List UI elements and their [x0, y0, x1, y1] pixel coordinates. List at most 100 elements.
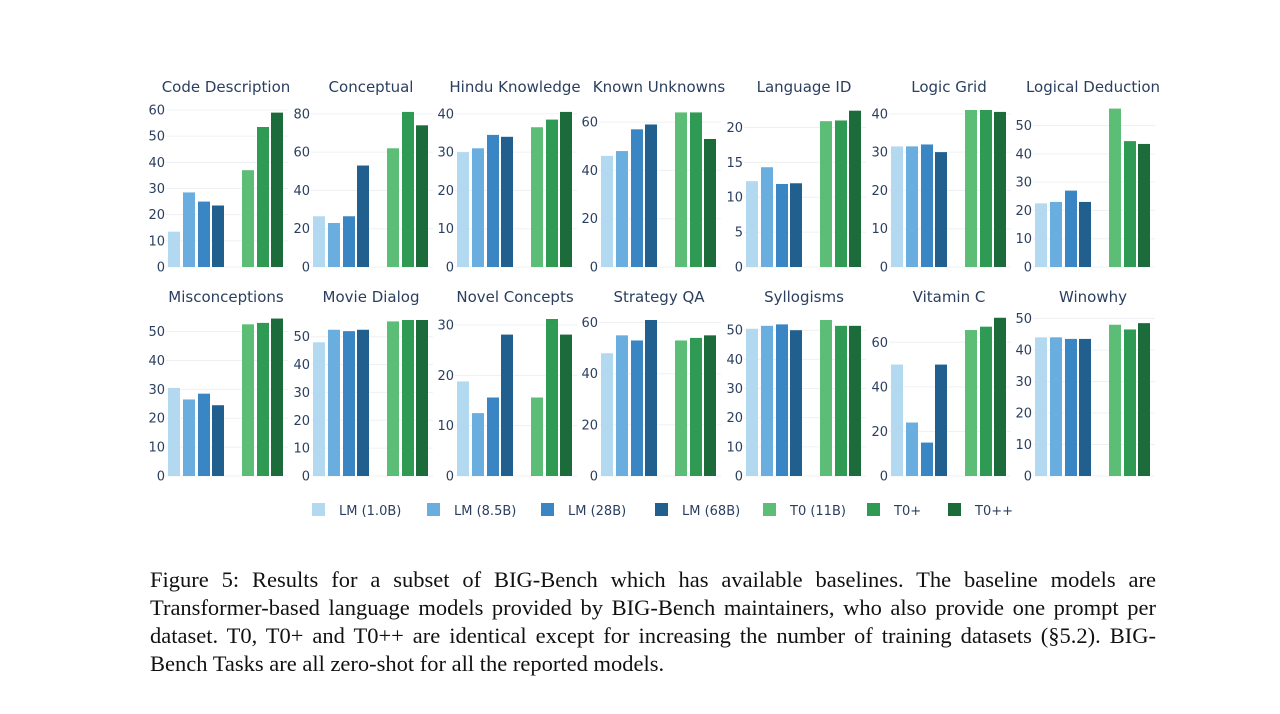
bar-lm-1-0b: LM (1.0B): 46 — [601, 155, 613, 267]
bar-lm-28b: LM (28B): 53 — [631, 340, 643, 476]
y-tick-label: 40 — [871, 107, 888, 122]
bar-t0-11b: T0 (11B): 65.5 — [965, 330, 977, 476]
bar-t0: T0+: 56 — [402, 320, 414, 476]
panel-title: Vitamin C — [913, 288, 986, 306]
legend-label: LM (1.0B) — [339, 504, 401, 519]
bar-lm-1-0b: LM (1.0B): 44 — [1035, 337, 1047, 476]
bar-t0: T0++: 51.5 — [849, 325, 861, 476]
panel-syllogisms: Syllogisms01020304050LM (1.0B): 50.5LM (… — [726, 288, 866, 485]
legend-swatch — [867, 503, 880, 516]
bar-lm-1-0b: LM (1.0B): 26.5 — [313, 216, 325, 267]
y-tick-label: 0 — [880, 470, 888, 485]
bar-lm-8-5b: LM (8.5B): 28.5 — [183, 192, 195, 267]
bar-lm-68b: LM (68B): 53 — [357, 165, 369, 267]
bar-lm-8-5b: LM (8.5B): 31.5 — [906, 146, 918, 267]
y-tick-label: 30 — [148, 383, 165, 398]
bar-t0-11b: T0 (11B): 20.9 — [820, 121, 832, 267]
y-tick-label: 20 — [1015, 204, 1032, 219]
bar-lm-68b: LM (68B): 30 — [935, 152, 947, 267]
legend-swatch — [312, 503, 325, 516]
legend-label: LM (68B) — [682, 504, 740, 519]
bar-t0: T0+: 67 — [980, 326, 992, 476]
panel-hindu-knowledge: Hindu Knowledge010203040LM (1.0B): 30LM … — [437, 78, 580, 276]
bar-lm-28b: LM (28B): 11.9 — [776, 183, 788, 267]
bar-t0: T0++: 71 — [994, 317, 1006, 476]
bar-lm-8-5b: LM (8.5B): 51.5 — [761, 325, 773, 476]
bar-lm-28b: LM (28B): 15 — [921, 442, 933, 476]
bar-lm-1-0b: LM (1.0B): 50 — [891, 364, 903, 476]
y-tick-label: 20 — [293, 414, 310, 429]
bar-lm-1-0b: LM (1.0B): 22.5 — [1035, 203, 1047, 267]
panel-title: Winowhy — [1059, 288, 1127, 306]
bar-t0: T0++: 43.5 — [1138, 143, 1150, 267]
legend-swatch — [948, 503, 961, 516]
bar-t0: T0+: 46.5 — [1124, 329, 1136, 476]
bar-lm-8-5b: LM (8.5B): 52.5 — [328, 329, 340, 476]
legend: LM (1.0B) LM (8.5B) LM (28B) LM (68B) T0 (11… — [312, 503, 1013, 519]
bar-t0-11b: T0 (11B): 64 — [675, 112, 687, 268]
y-tick-label: 30 — [437, 146, 454, 161]
y-tick-label: 50 — [148, 325, 165, 340]
bar-lm-68b: LM (68B): 50 — [790, 330, 802, 476]
bar-t0: T0+: 53 — [257, 322, 269, 476]
y-tick-label: 40 — [293, 358, 310, 373]
bar-lm-8-5b: LM (8.5B): 48 — [616, 151, 628, 267]
bar-t0-11b: T0 (11B): 55.5 — [387, 321, 399, 476]
legend-label: T0++ — [974, 504, 1013, 519]
bar-t0-11b: T0 (11B): 62 — [387, 148, 399, 267]
bar-t0: T0+: 53.5 — [257, 127, 269, 267]
y-tick-label: 10 — [437, 419, 454, 434]
panel-novel-concepts: Novel Concepts0102030LM (1.0B): 18.8LM (… — [437, 288, 577, 485]
bar-lm-8-5b: LM (8.5B): 23 — [1050, 201, 1062, 267]
bar-lm-68b: LM (68B): 23 — [1079, 201, 1091, 267]
legend-label: T0+ — [893, 504, 921, 519]
bar-t0: T0++: 53 — [704, 138, 716, 267]
panel-title: Strategy QA — [613, 288, 705, 306]
legend-item-lm-8-5b: LM (8.5B) — [427, 503, 516, 519]
panel-misconceptions: Misconceptions 0 10 20 30 40 50 LM (1.0B): 30.5… — [148, 288, 288, 485]
y-tick-label: 10 — [437, 222, 454, 237]
bar-t0-11b: T0 (11B): 48 — [1109, 324, 1121, 476]
bar-lm-28b: LM (28B): 57 — [631, 129, 643, 267]
y-tick-label: 10 — [871, 222, 888, 237]
y-tick-label: 0 — [735, 470, 743, 485]
panel-conceptual: Conceptual 0 20 40 60 80 LM (1.0B): 26.5LM (8.… — [293, 78, 433, 276]
bar-lm-28b: LM (28B): 25 — [198, 201, 210, 267]
y-tick-label: 30 — [1015, 176, 1032, 191]
panel-title: Known Unknowns — [593, 78, 726, 96]
y-tick-label: 20 — [148, 208, 165, 223]
bar-lm-8-5b: LM (8.5B): 26.5 — [183, 399, 195, 476]
legend-label: T0 (11B) — [789, 504, 846, 519]
panel-title: Hindu Knowledge — [449, 78, 580, 96]
panel-title: Code Description — [162, 78, 291, 96]
bar-lm-68b: LM (68B): 23.5 — [212, 205, 224, 267]
bar-lm-8-5b: LM (8.5B): 31 — [472, 148, 484, 267]
bar-lm-28b: LM (28B): 52 — [776, 324, 788, 476]
panel-title: Logical Deduction — [1026, 78, 1160, 96]
bar-t0-11b: T0 (11B): 53 — [675, 340, 687, 476]
y-tick-label: 20 — [293, 222, 310, 237]
bar-lm-28b: LM (28B): 15.6 — [487, 397, 499, 476]
bar-t0: T0++: 74 — [416, 125, 428, 267]
bar-t0: T0++: 28.1 — [560, 334, 572, 476]
y-tick-label: 0 — [446, 470, 454, 485]
y-tick-label: 0 — [446, 261, 454, 276]
y-tick-label: 30 — [437, 319, 454, 334]
bar-t0: T0++: 59 — [271, 112, 283, 267]
bar-lm-1-0b: LM (1.0B): 12.3 — [746, 181, 758, 267]
bar-lm-1-0b: LM (1.0B): 50.5 — [746, 328, 758, 476]
y-tick-label: 30 — [293, 386, 310, 401]
y-tick-label: 50 — [1015, 119, 1032, 134]
bar-t0-11b: T0 (11B): 56 — [1109, 108, 1121, 267]
y-tick-label: 30 — [871, 146, 888, 161]
bar-lm-68b: LM (68B): 28.1 — [501, 334, 513, 476]
bar-lm-1-0b: LM (1.0B): 30 — [457, 152, 469, 267]
y-tick-label: 20 — [726, 411, 743, 426]
y-tick-label: 40 — [293, 184, 310, 199]
y-tick-label: 10 — [148, 234, 165, 249]
y-tick-label: 20 — [726, 121, 743, 136]
y-tick-label: 50 — [293, 330, 310, 345]
y-tick-label: 30 — [1015, 375, 1032, 390]
bar-t0-11b: T0 (11B): 53.5 — [820, 320, 832, 476]
